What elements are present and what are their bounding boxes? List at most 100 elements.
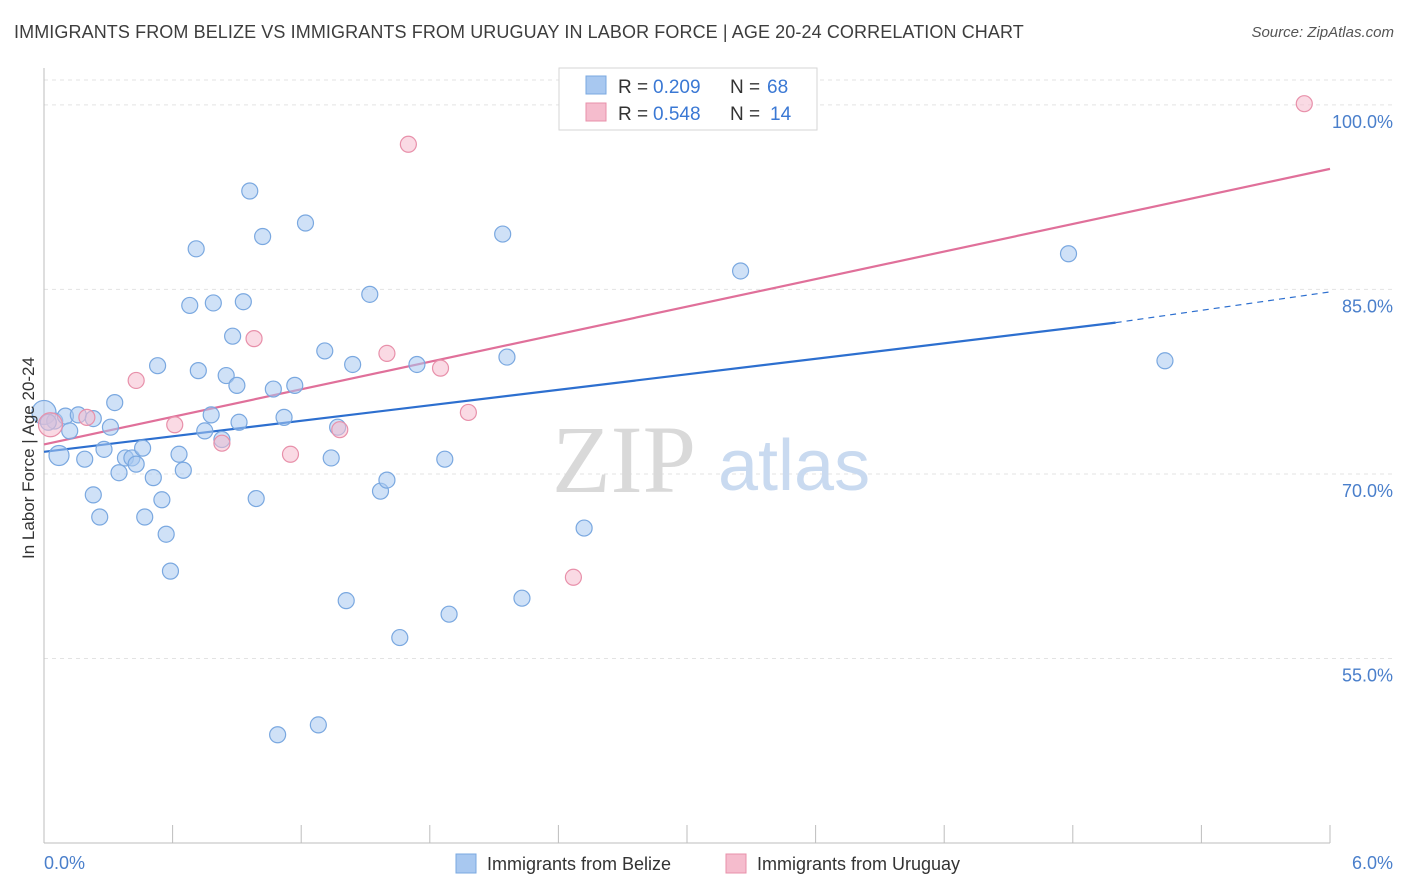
point-belize xyxy=(309,716,327,734)
point-uruguay xyxy=(459,403,477,422)
bottom-legend: Immigrants from Belize Immigrants from U… xyxy=(455,853,960,874)
point-uruguay xyxy=(127,371,145,390)
point-uruguay xyxy=(331,421,349,439)
point-belize xyxy=(494,225,512,243)
point-uruguay xyxy=(564,568,583,586)
point-belize xyxy=(264,380,282,398)
point-uruguay xyxy=(1295,95,1313,113)
bottom-legend-swatch-belize xyxy=(455,853,477,874)
point-belize xyxy=(189,362,207,380)
trend-line-extension-belize xyxy=(1115,291,1331,324)
legend-n-value-belize: 68 xyxy=(767,77,788,98)
point-belize xyxy=(378,471,396,489)
point-belize xyxy=(440,605,458,623)
watermark-atlas: atlas xyxy=(718,426,870,506)
y-tick-label: 70.0% xyxy=(1342,481,1393,501)
point-belize xyxy=(61,422,79,440)
legend-r-label-uruguay: R = xyxy=(618,104,648,125)
point-belize xyxy=(95,440,113,458)
point-belize xyxy=(1156,352,1174,370)
point-belize xyxy=(731,262,750,280)
point-belize xyxy=(230,413,248,431)
point-belize xyxy=(269,726,287,744)
watermark: ZIP atlas xyxy=(552,406,870,513)
point-belize xyxy=(337,592,355,610)
y-tick-label: 85.0% xyxy=(1342,296,1393,316)
legend-n-label-belize: N = xyxy=(730,77,760,98)
point-belize xyxy=(101,418,120,436)
point-belize xyxy=(161,562,180,580)
point-uruguay xyxy=(166,416,184,434)
point-belize xyxy=(110,464,128,482)
y-axis-label: In Labor Force | Age 20-24 xyxy=(19,357,38,559)
point-belize xyxy=(217,366,235,385)
point-belize xyxy=(181,296,199,315)
point-belize xyxy=(133,439,152,457)
point-belize xyxy=(76,450,94,468)
chart-source: Source: ZipAtlas.com xyxy=(1251,24,1394,41)
point-belize xyxy=(148,357,167,375)
point-belize xyxy=(144,469,162,487)
point-belize xyxy=(296,214,315,232)
point-belize xyxy=(234,293,252,311)
point-uruguay xyxy=(378,344,396,362)
point-belize xyxy=(170,445,188,463)
point-belize xyxy=(187,240,205,258)
legend-n-value-uruguay: 14 xyxy=(770,104,792,125)
point-belize xyxy=(408,355,426,374)
data-points xyxy=(31,95,1313,744)
point-belize xyxy=(275,408,293,426)
y-tick-label: 55.0% xyxy=(1342,665,1393,685)
x-tick-label-end: 6.0% xyxy=(1352,853,1393,873)
point-uruguay xyxy=(399,135,417,153)
point-belize xyxy=(91,508,109,526)
point-uruguay xyxy=(245,330,263,348)
bottom-legend-label-belize: Immigrants from Belize xyxy=(487,854,671,874)
point-belize xyxy=(224,327,242,345)
point-belize xyxy=(204,294,222,312)
point-belize xyxy=(127,455,145,473)
point-belize xyxy=(344,355,362,374)
point-belize xyxy=(174,461,192,479)
point-uruguay xyxy=(78,408,96,426)
trend-line-belize xyxy=(43,321,1116,453)
point-belize xyxy=(391,628,409,647)
point-belize xyxy=(228,376,246,394)
legend-r-value-uruguay: 0.548 xyxy=(653,104,701,125)
trend-lines xyxy=(43,167,1331,453)
chart-title: IMMIGRANTS FROM BELIZE VS IMMIGRANTS FRO… xyxy=(14,22,1024,42)
point-belize xyxy=(254,227,272,246)
point-belize xyxy=(1059,245,1078,263)
y-tick-labels: 55.0% 70.0% 85.0% 100.0% xyxy=(1332,112,1393,686)
point-belize xyxy=(106,394,124,412)
point-belize xyxy=(84,486,102,504)
y-tick-label: 100.0% xyxy=(1332,112,1393,132)
point-belize xyxy=(157,525,175,543)
point-belize xyxy=(247,489,265,508)
point-belize xyxy=(513,589,531,607)
point-belize xyxy=(153,491,171,509)
legend-r-value-belize: 0.209 xyxy=(653,77,701,98)
point-belize xyxy=(202,406,220,424)
point-belize xyxy=(316,342,334,360)
point-belize xyxy=(361,285,379,303)
x-tick-label-start: 0.0% xyxy=(44,853,85,873)
bottom-legend-label-uruguay: Immigrants from Uruguay xyxy=(757,854,960,874)
trend-line-uruguay xyxy=(43,167,1331,446)
point-belize xyxy=(196,422,214,440)
point-uruguay xyxy=(281,445,300,463)
legend-n-label-uruguay: N = xyxy=(730,104,760,125)
point-belize xyxy=(241,182,259,200)
point-belize xyxy=(498,348,516,366)
legend-swatch-belize xyxy=(585,75,607,95)
legend: R = 0.209 N = 68 R = 0.548 N = 14 xyxy=(558,67,818,131)
point-uruguay xyxy=(431,359,450,377)
axes xyxy=(43,68,1331,844)
point-belize xyxy=(286,376,304,394)
grid-lines xyxy=(44,79,1393,659)
bottom-legend-swatch-uruguay xyxy=(725,853,747,874)
legend-r-label-belize: R = xyxy=(618,77,648,98)
point-uruguay xyxy=(37,412,64,438)
point-belize xyxy=(575,519,593,537)
